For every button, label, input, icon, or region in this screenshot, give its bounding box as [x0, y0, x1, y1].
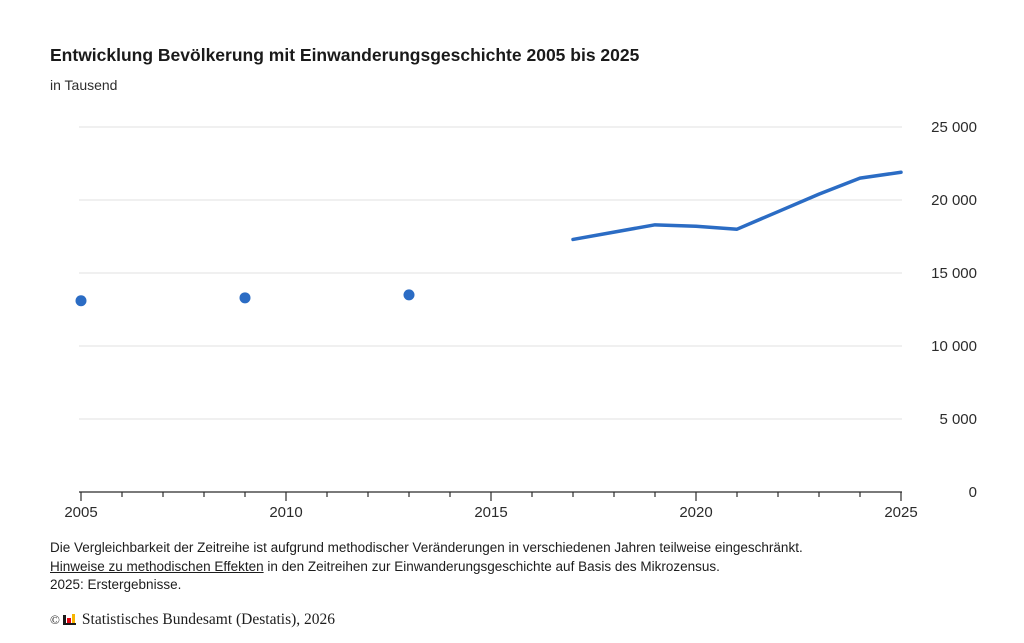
source-attribution: © Statistisches Bundesamt (Destatis), 202… [50, 611, 335, 629]
footnote-line-3: 2025: Erstergebnisse. [50, 577, 182, 592]
footnote-line-1: Die Vergleichbarkeit der Zeitreihe ist a… [50, 540, 803, 555]
copyright-symbol: © [50, 612, 60, 627]
source-text: Statistisches Bundesamt (Destatis), 2026 [81, 611, 336, 628]
x-axis-tick-label: 2005 [64, 504, 97, 521]
scatter-point [403, 289, 415, 301]
y-axis-tick-label: 5 000 [939, 411, 977, 428]
x-axis-tick-label: 2015 [474, 504, 507, 521]
footnotes: Die Vergleichbarkeit der Zeitreihe ist a… [50, 539, 803, 595]
y-axis-tick-label: 20 000 [931, 192, 977, 209]
x-axis-tick-label: 2025 [884, 504, 917, 521]
x-axis-tick-label: 2020 [679, 504, 712, 521]
chart-unit-label: in Tausend [50, 77, 118, 93]
y-axis-tick-label: 15 000 [931, 265, 977, 282]
scatter-point [75, 295, 87, 307]
trend-line [571, 170, 903, 242]
scatter-point [239, 292, 251, 304]
footnote-line-2-rest: in den Zeitreihen zur Einwanderungsgesch… [263, 558, 720, 574]
y-axis-tick-label: 25 000 [931, 119, 977, 136]
y-axis-tick-label: 10 000 [931, 338, 977, 355]
chart-title: Entwicklung Bevölkerung mit Einwanderung… [50, 45, 640, 65]
methodological-effects-link[interactable]: Hinweise zu methodischen Effekten [50, 558, 264, 574]
footnote-line-2: Hinweise zu methodischen Effekten in den… [50, 558, 803, 577]
y-axis-tick-label: 0 [969, 484, 977, 501]
x-axis-tick-label: 2010 [269, 504, 302, 521]
destatis-logo-icon [62, 612, 78, 625]
